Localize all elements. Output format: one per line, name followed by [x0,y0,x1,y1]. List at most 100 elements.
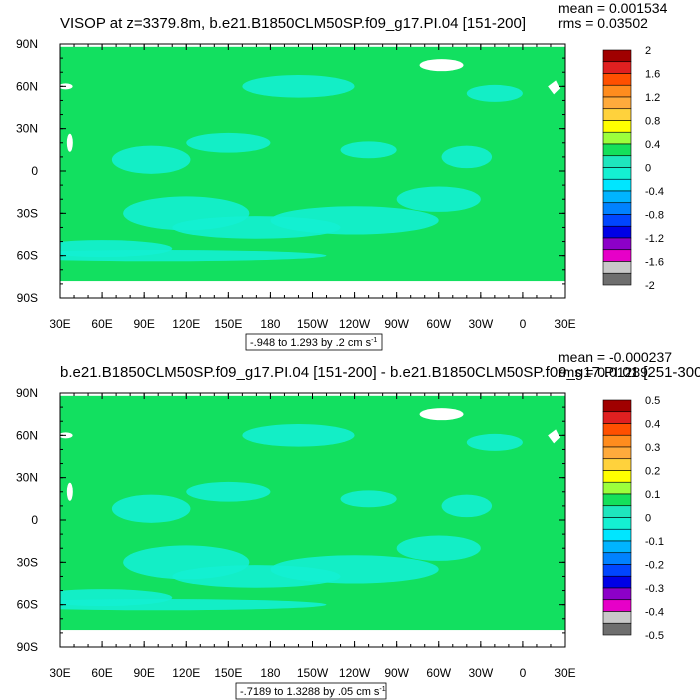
range-unit-exponent: -1 [371,337,377,344]
anomaly-patch [466,84,523,102]
colorbar-swatch [602,131,632,145]
x-tick-label: 90W [384,666,409,680]
stat-rms: rms = 0.01289 [558,364,648,380]
anomaly-patch [340,490,397,508]
red-sea-land [66,133,73,152]
colorbar-swatch [602,493,632,507]
y-tick-label: 60S [17,249,38,263]
x-tick-label: 30W [468,317,493,331]
anomaly-patch [441,494,493,518]
map-field [60,44,565,298]
anomaly-patch [466,433,523,451]
colorbar-swatch [602,178,632,192]
y-tick-label: 30S [17,555,38,569]
anomaly-patch [186,132,271,153]
y-tick-label: 30S [17,206,38,220]
colorbar-label: 1.2 [645,92,660,104]
colorbar-swatch [602,528,632,542]
y-tick-label: 90N [16,386,38,400]
anomaly-patch [60,599,327,611]
red-sea-land [66,482,73,501]
y-tick-label: 60N [16,79,38,93]
anomaly-patch [270,555,439,584]
x-tick-label: 0 [520,666,527,680]
colorbar-label: 0 [645,513,651,525]
colorbar-swatch [602,84,632,98]
x-tick-label: 30E [554,317,575,331]
anomaly-patch [270,206,439,235]
colorbar-label: 0.8 [645,116,660,128]
colorbar-swatch [602,552,632,565]
colorbar-swatch [602,73,632,86]
anomaly-patch [340,141,397,159]
map-field [60,393,565,647]
anomaly-patch [242,75,355,98]
colorbar-swatch [602,167,632,180]
anomaly-patch [186,481,271,502]
y-tick-label: 60S [17,598,38,612]
colorbar-label: -0.2 [645,560,664,572]
colorbar-swatch [602,575,632,589]
chart-title: b.e21.B1850CLM50SP.f09_g17.PI.04 [151-20… [60,364,700,381]
colorbar-swatch [602,564,632,577]
colorbar-swatch [602,261,632,274]
anomaly-patch [60,250,327,262]
greenland-land [419,59,464,72]
x-tick-label: 30E [49,317,70,331]
anomaly-patch [441,145,493,169]
colorbar-label: -0.1 [645,536,664,548]
colorbar-swatch [602,481,632,495]
stat-mean: mean = 0.001534 [558,0,668,16]
colorbar-swatch [602,190,632,204]
x-tick-label: 30W [468,666,493,680]
x-tick-label: 90W [384,317,409,331]
colorbar-label: 0 [645,163,651,175]
range-label-box [245,333,383,351]
colorbar-swatch [602,458,632,471]
colorbar-label: 0.4 [645,419,660,431]
anomaly-patch [396,535,481,561]
range-label: -.948 to 1.293 by .2 cm s-1 [250,337,377,349]
colorbar-label: -0.4 [645,186,664,198]
colorbar-swatch [602,505,632,518]
hudson-land [548,429,561,444]
colorbar-label: -0.3 [645,583,664,595]
colorbar-swatch [602,120,632,133]
anomaly-patch [111,145,191,174]
anomaly-patch [111,494,191,523]
colorbar-label: 0.1 [645,489,660,501]
x-tick-label: 60E [91,666,112,680]
x-tick-label: 90E [133,666,154,680]
colorbar-swatch [602,108,632,121]
anomaly-patch [396,186,481,212]
stat-rms: rms = 0.03502 [558,15,648,31]
y-tick-label: 90S [17,291,38,305]
colorbar-swatch [602,434,632,448]
colorbar-swatch [602,399,632,413]
x-tick-label: 180 [260,666,280,680]
y-tick-label: 0 [31,513,38,527]
x-tick-label: 120E [172,666,200,680]
x-tick-label: 150W [297,666,329,680]
colorbar-label: 1.6 [645,69,660,81]
colorbar-swatch [602,470,632,483]
chart-panel-2: b.e21.B1850CLM50SP.f09_g17.PI.04 [151-20… [16,349,700,700]
greenland-land [419,408,464,421]
colorbar-label: 0.3 [645,442,660,454]
colorbar-label: -0.5 [645,630,664,642]
x-tick-label: 60W [426,666,451,680]
chart-panel-1: VISOP at z=3379.8m, b.e21.B1850CLM50SP.f… [16,0,668,351]
colorbar-swatch [602,155,632,168]
y-tick-label: 90N [16,37,38,51]
y-tick-label: 30N [16,122,38,136]
colorbar-label: 0.5 [645,395,660,407]
x-tick-label: 120W [339,666,371,680]
colorbar-swatch [602,49,632,63]
y-tick-label: 30N [16,471,38,485]
colorbar-label: -0.4 [645,607,664,619]
y-tick-label: 0 [31,164,38,178]
colorbar-swatch [602,272,632,286]
colorbar-swatch [602,96,632,110]
colorbar-swatch [602,587,632,601]
